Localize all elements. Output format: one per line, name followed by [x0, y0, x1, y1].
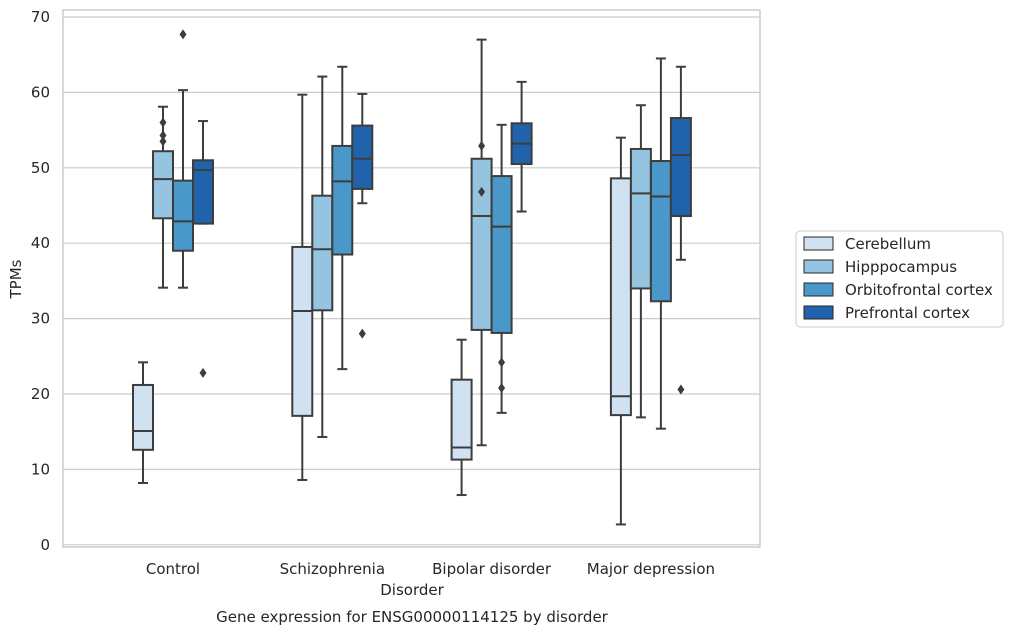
y-tick-label: 40	[31, 234, 50, 252]
legend-swatch	[803, 259, 834, 274]
box-orbitofrontal-cortex	[172, 29, 194, 289]
box-iqr	[490, 175, 513, 334]
plot-frame	[62, 9, 761, 548]
x-tick-label: Major depression	[587, 560, 715, 578]
box-orbitofrontal-cortex	[649, 57, 672, 430]
x-tick-label: Bipolar disorder	[432, 560, 552, 578]
outlier-point	[159, 136, 167, 147]
x-axis-label: Disorder	[380, 581, 444, 599]
outlier-point	[478, 186, 486, 197]
box-iqr	[311, 194, 334, 312]
outlier-point	[358, 328, 366, 339]
box-cerebellum	[609, 136, 632, 526]
legend-swatch	[803, 236, 834, 251]
legend-entry-label: Prefrontal cortex	[845, 304, 970, 322]
box-orbitofrontal-cortex	[331, 65, 354, 371]
y-axis-label: TPMs	[7, 259, 25, 299]
box-prefrontal-cortex	[192, 120, 214, 378]
outlier-point	[199, 367, 207, 378]
box-iqr	[172, 179, 194, 252]
box-iqr	[351, 124, 374, 190]
y-tick-label: 60	[31, 83, 50, 101]
grid-lines	[63, 16, 760, 546]
y-tick-label: 70	[31, 8, 50, 26]
box-iqr	[669, 117, 692, 218]
legend-entry-label: Hipppocampus	[845, 258, 957, 276]
outlier-point	[478, 140, 486, 151]
legend-frame	[795, 230, 1004, 328]
box-hipppocampus	[152, 105, 174, 289]
box-prefrontal-cortex	[510, 80, 533, 213]
box-hipppocampus	[629, 104, 652, 419]
y-tick-label: 10	[31, 460, 50, 478]
box-iqr	[649, 160, 672, 303]
box-cerebellum	[132, 361, 154, 484]
y-tick-label: 20	[31, 385, 50, 403]
x-tick-label: Schizophrenia	[280, 560, 385, 578]
outlier-point	[498, 382, 506, 393]
box-prefrontal-cortex	[351, 92, 374, 339]
box-iqr	[450, 378, 473, 461]
outlier-point	[179, 29, 187, 40]
y-tick-label: 50	[31, 159, 50, 177]
box-cerebellum	[291, 93, 314, 481]
outlier-point	[159, 130, 167, 141]
legend: Cerebellum Hipppocampus Orbitofrontal cort…	[795, 230, 1004, 328]
box-iqr	[152, 150, 174, 220]
legend-entry-label: Orbitofrontal cortex	[845, 281, 993, 299]
y-axis-ticks: 0 10 20 30 40 50 60 70	[31, 8, 50, 554]
box-hipppocampus	[311, 75, 334, 438]
box-prefrontal-cortex	[669, 65, 692, 395]
box-plots	[132, 29, 692, 526]
box-iqr	[291, 245, 314, 417]
legend-swatch	[803, 282, 834, 297]
outlier-point	[677, 384, 685, 395]
x-tick-label: Control	[146, 560, 200, 578]
legend-swatch	[803, 305, 834, 320]
box-iqr	[629, 147, 652, 290]
y-tick-label: 0	[40, 536, 50, 554]
box-iqr	[331, 144, 354, 256]
y-tick-label: 30	[31, 310, 50, 328]
box-iqr	[132, 383, 154, 451]
box-iqr	[192, 159, 214, 225]
chart-caption: Gene expression for ENSG00000114125 by d…	[216, 608, 609, 626]
outlier-point	[498, 357, 506, 368]
box-iqr	[470, 157, 493, 331]
box-iqr	[609, 177, 632, 417]
x-axis-ticks: Control Schizophrenia Bipolar disorder Majo…	[146, 560, 715, 578]
box-cerebellum	[450, 338, 473, 497]
outlier-point	[159, 117, 167, 128]
box-orbitofrontal-cortex	[490, 123, 513, 414]
legend-entry-label: Cerebellum	[845, 235, 931, 253]
